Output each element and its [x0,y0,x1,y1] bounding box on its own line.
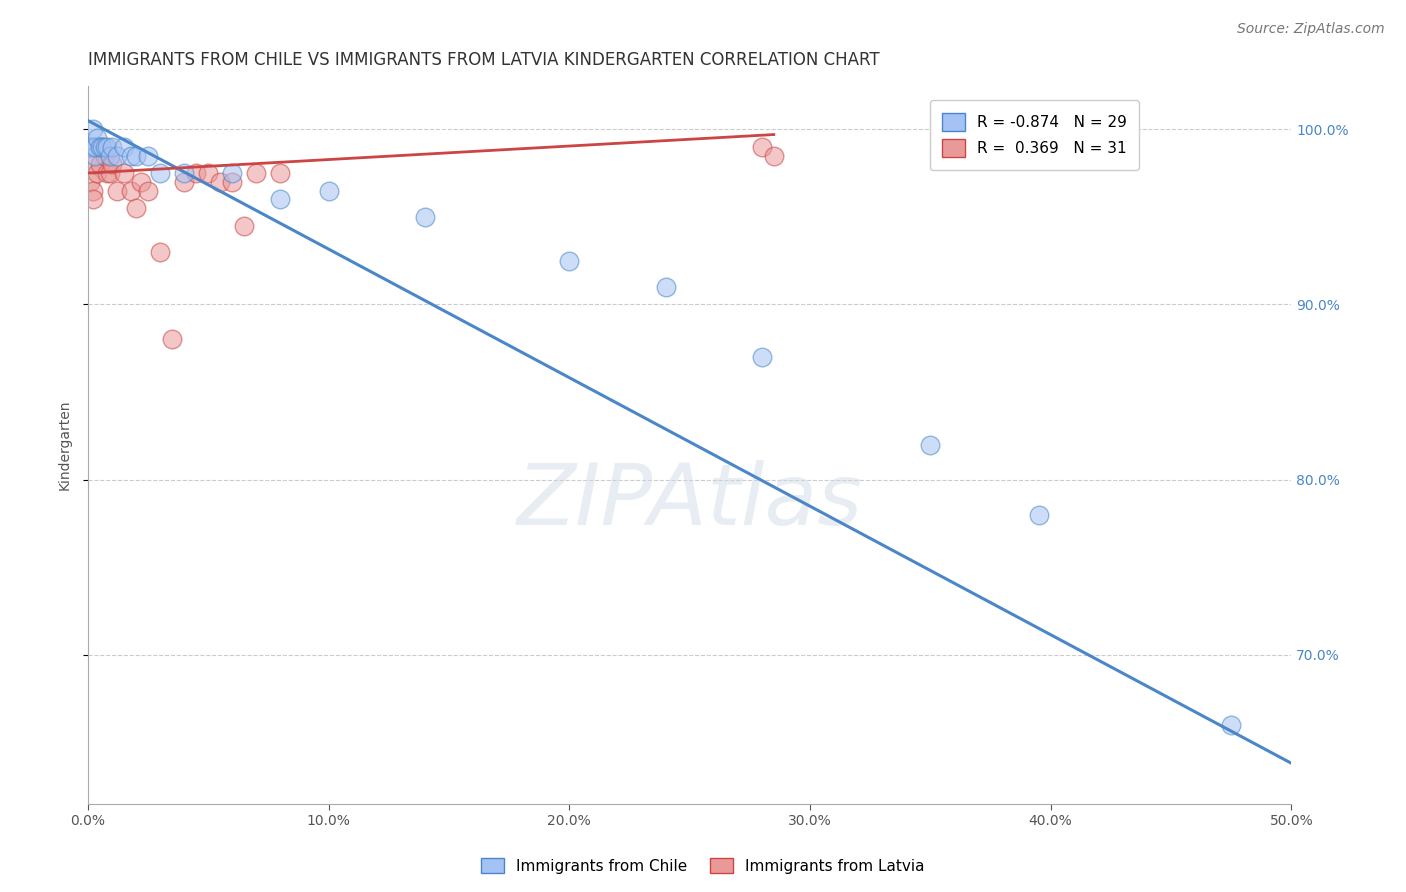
Point [84,140,107,154]
Point [269,166,291,180]
Point [558,253,581,268]
Point [84,148,107,162]
Point [209,175,232,189]
Legend: Immigrants from Chile, Immigrants from Latvia: Immigrants from Chile, Immigrants from L… [475,852,931,880]
Point [1028,508,1050,522]
Point [93,140,115,154]
Point [751,140,773,154]
Point [136,148,159,162]
Point [173,166,195,180]
Point [79,175,101,189]
Point [112,140,135,154]
Point [86,166,108,180]
Point [120,148,142,162]
Point [89,140,111,154]
Point [91,140,114,154]
Point [82,192,104,206]
Point [1220,717,1243,731]
Point [82,122,104,136]
Point [149,166,172,180]
Point [245,166,267,180]
Point [751,350,773,364]
Point [149,244,172,259]
Point [91,140,114,154]
Point [101,140,124,154]
Point [84,140,107,154]
Point [105,148,128,162]
Point [186,166,208,180]
Point [269,192,291,206]
Point [96,140,118,154]
Point [84,157,107,171]
Point [221,166,243,180]
Point [125,201,148,215]
Point [96,166,118,180]
Point [221,175,243,189]
Point [82,184,104,198]
Point [233,219,256,233]
Point [89,157,111,171]
Point [160,333,183,347]
Point [89,140,111,154]
Point [79,140,101,154]
Point [93,148,115,162]
Text: ZIPAtlas: ZIPAtlas [516,460,863,543]
Text: IMMIGRANTS FROM CHILE VS IMMIGRANTS FROM LATVIA KINDERGARTEN CORRELATION CHART: IMMIGRANTS FROM CHILE VS IMMIGRANTS FROM… [87,51,880,69]
Point [413,210,436,224]
Point [112,166,135,180]
Point [105,184,128,198]
Y-axis label: Kindergarten: Kindergarten [58,400,72,490]
Point [762,148,785,162]
Point [173,175,195,189]
Point [125,148,148,162]
Point [654,280,676,294]
Point [197,166,219,180]
Point [920,437,942,451]
Point [86,131,108,145]
Text: Source: ZipAtlas.com: Source: ZipAtlas.com [1237,22,1385,37]
Point [82,140,104,154]
Point [101,157,124,171]
Point [318,184,340,198]
Point [98,166,121,180]
Point [136,184,159,198]
Point [98,148,121,162]
Point [120,184,142,198]
Point [129,175,152,189]
Legend: R = -0.874   N = 29, R =  0.369   N = 31: R = -0.874 N = 29, R = 0.369 N = 31 [929,100,1139,169]
